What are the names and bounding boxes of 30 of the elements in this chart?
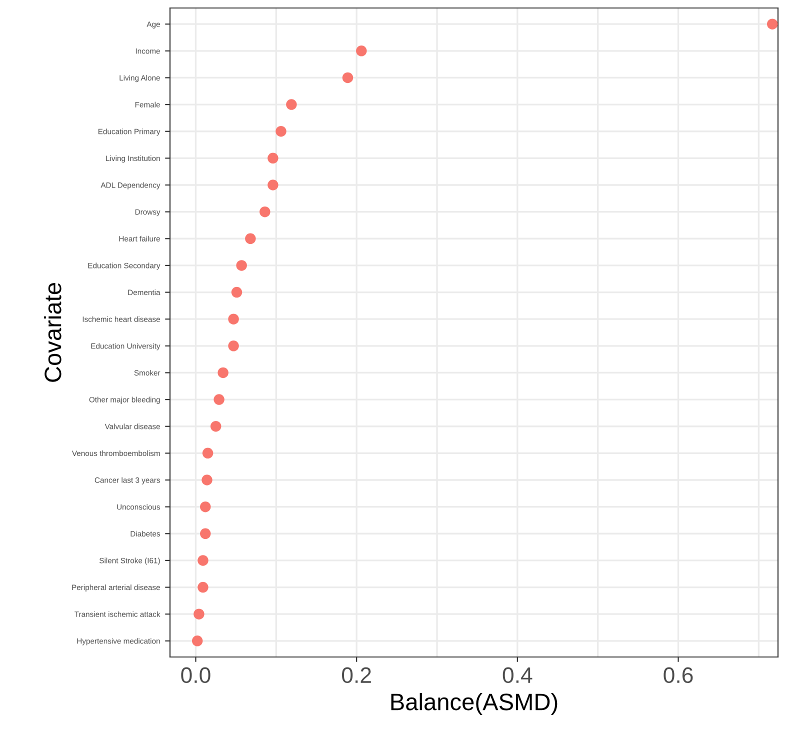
point (260, 206, 270, 218)
point (194, 608, 204, 620)
point (268, 152, 278, 164)
point (228, 340, 239, 352)
point (198, 582, 208, 593)
point (356, 46, 367, 56)
x-tick-label: 0.6 (664, 667, 693, 684)
point (192, 636, 203, 646)
x-axis-title: Balance(ASMD) (391, 692, 558, 715)
point (200, 528, 211, 540)
point (286, 99, 297, 110)
point (198, 555, 208, 566)
point (214, 394, 224, 405)
x-tick-label: 0.0 (181, 667, 210, 684)
x-tick-label: 0.4 (502, 667, 532, 684)
point (228, 314, 239, 324)
point (342, 72, 354, 84)
point (276, 126, 286, 137)
point (218, 367, 228, 378)
point (200, 501, 211, 512)
point (231, 286, 242, 298)
point (236, 260, 247, 271)
point (202, 448, 214, 459)
point (268, 180, 278, 190)
point (245, 233, 256, 244)
y-axis-title: Covariate (44, 283, 62, 382)
point (202, 474, 212, 486)
point (210, 420, 222, 432)
point (766, 18, 778, 30)
x-tick-label: 0.2 (342, 667, 371, 684)
